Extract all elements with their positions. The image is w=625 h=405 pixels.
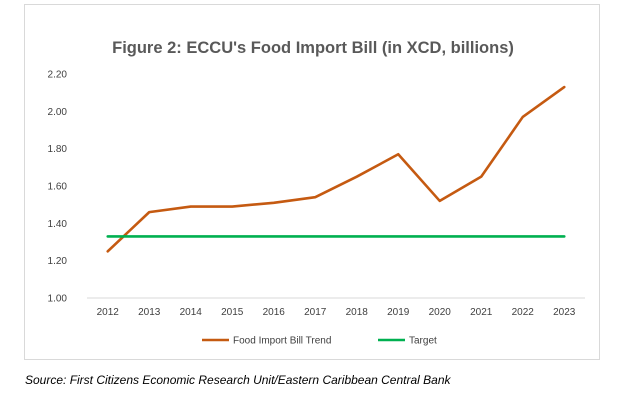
x-tick-label: 2022: [512, 307, 535, 318]
source-note: Source: First Citizens Economic Research…: [25, 373, 451, 387]
legend-label: Target: [409, 336, 437, 347]
x-tick-label: 2021: [470, 307, 493, 318]
y-tick-label: 2.20: [48, 70, 68, 81]
x-tick-label: 2023: [553, 307, 576, 318]
legend: Food Import Bill Trend Target: [202, 336, 437, 347]
series-line-food-import-bill-trend: [106, 85, 566, 253]
y-tick-label: 1.60: [48, 182, 68, 193]
y-axis: 1.00 1.20 1.40 1.60 1.80 2.00 2.20: [48, 70, 68, 305]
y-tick-label: 1.00: [48, 294, 68, 305]
x-tick-label: 2015: [221, 307, 244, 318]
x-tick-label: 2014: [180, 307, 203, 318]
y-tick-label: 2.00: [48, 107, 68, 118]
x-tick-label: 2017: [304, 307, 327, 318]
chart-svg: Figure 2: ECCU's Food Import Bill (in XC…: [48, 39, 585, 347]
legend-item-target: Target: [378, 336, 437, 347]
x-tick-label: 2018: [346, 307, 369, 318]
chart-container: Figure 2: ECCU's Food Import Bill (in XC…: [24, 4, 600, 360]
y-tick-label: 1.80: [48, 144, 68, 155]
chart-title: Figure 2: ECCU's Food Import Bill (in XC…: [112, 39, 514, 57]
x-tick-label: 2012: [97, 307, 120, 318]
y-tick-label: 1.40: [48, 219, 68, 230]
y-tick-label: 1.20: [48, 256, 68, 267]
x-tick-label: 2019: [387, 307, 410, 318]
series-layer: [106, 85, 566, 253]
x-axis: 2012 2013 2014 2015 2016 2017 2018 2019 2020 2021…: [87, 297, 585, 318]
x-tick-label: 2013: [138, 307, 161, 318]
legend-item-food-import-bill-trend: Food Import Bill Trend: [202, 336, 331, 347]
legend-label: Food Import Bill Trend: [233, 336, 331, 347]
x-tick-label: 2016: [263, 307, 286, 318]
x-tick-label: 2020: [429, 307, 452, 318]
